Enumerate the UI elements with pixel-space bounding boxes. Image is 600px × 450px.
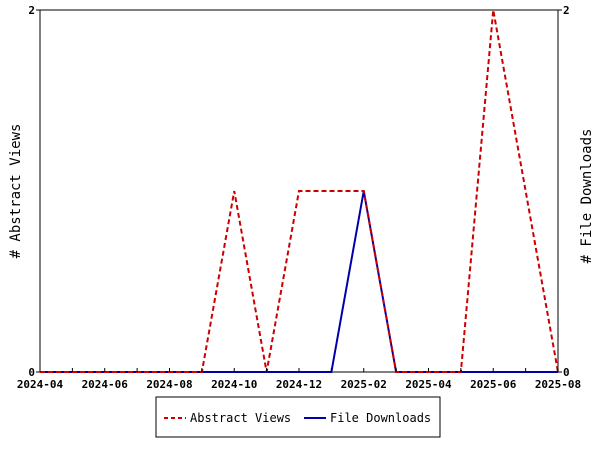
- x-tick-label: 2024-08: [146, 378, 192, 391]
- y-tick-label-right: 2: [563, 4, 570, 17]
- x-tick-label: 2024-12: [276, 378, 322, 391]
- y-tick-label-left: 0: [28, 366, 35, 379]
- y-tick-label-left: 2: [28, 4, 35, 17]
- axis-ticks: [36, 9, 562, 373]
- x-tick-label: 2025-06: [470, 378, 517, 391]
- legend: Abstract Views File Downloads: [155, 396, 441, 438]
- y-tick-label-right: 0: [563, 366, 570, 379]
- x-tick-label: 2025-04: [405, 378, 452, 391]
- x-tick-label: 2024-10: [211, 378, 257, 391]
- legend-label-file-downloads: File Downloads: [330, 411, 431, 425]
- legend-box: [155, 396, 441, 438]
- x-tick-label: 2024-06: [82, 378, 129, 391]
- x-tick-label: 2024-04: [17, 378, 64, 391]
- legend-label-abstract-views: Abstract Views: [190, 411, 291, 425]
- y-axis-title-right: # File Downloads: [579, 129, 595, 264]
- x-tick-label: 2025-02: [341, 378, 387, 391]
- x-tick-label: 2025-08: [535, 378, 581, 391]
- tick-labels: 2024-04 2024-06 2024-08 2024-10 2024-12 2025-…: [17, 4, 581, 391]
- series-line-abstract-views: [40, 9, 559, 373]
- y-axis-title-left: # Abstract Views: [8, 124, 24, 259]
